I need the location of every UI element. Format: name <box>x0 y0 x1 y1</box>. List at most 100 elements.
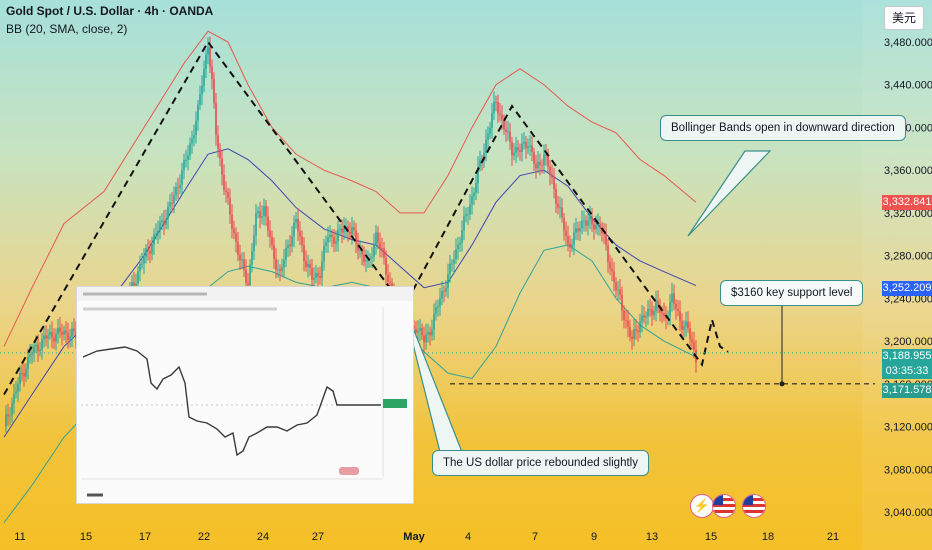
candle-body <box>305 260 307 268</box>
candle-body <box>245 269 247 283</box>
candle-body <box>685 321 687 327</box>
candle-body <box>337 229 339 242</box>
candle-body <box>661 312 663 314</box>
x-tick-label: May <box>403 531 425 543</box>
candle-body <box>603 233 605 235</box>
candle-body <box>145 248 147 257</box>
x-tick-label: 22 <box>198 531 210 543</box>
candle-body <box>575 228 577 233</box>
candle-body <box>29 354 31 358</box>
candle-body <box>67 333 69 340</box>
candle-body <box>329 234 331 238</box>
candle-body <box>587 220 589 226</box>
candle-body <box>151 244 153 254</box>
candle-body <box>209 46 211 67</box>
bb-upper-line <box>3 30 697 347</box>
candle-body <box>23 373 25 377</box>
candle-body <box>55 333 57 342</box>
candle-body <box>613 271 615 283</box>
y-tick-label: 3,280.000 <box>884 251 932 263</box>
price-axis-panel <box>862 0 932 550</box>
candle-body <box>463 216 465 231</box>
candle-body <box>379 242 381 248</box>
candle-body <box>649 309 651 311</box>
candle-body <box>217 135 219 149</box>
candle-body <box>485 139 487 153</box>
candle-body <box>149 251 151 254</box>
candle-body <box>515 147 517 153</box>
candle-body <box>69 336 71 340</box>
candle-body <box>679 310 681 322</box>
candle-body <box>683 326 685 330</box>
y-tick-label: 3,240.000 <box>884 293 932 305</box>
candle-body <box>223 175 225 191</box>
candle-body <box>431 329 433 336</box>
x-tick-label: 27 <box>312 531 324 543</box>
candle-body <box>179 184 181 189</box>
candle-body <box>441 290 443 299</box>
candle-body <box>555 188 557 204</box>
indicator-legend[interactable]: BB (20, SMA, close, 2) <box>6 22 128 36</box>
x-tick-label: 4 <box>465 531 471 543</box>
candle-body <box>599 223 601 228</box>
candle-body <box>595 225 597 230</box>
usd-index-inset-chart <box>76 286 414 504</box>
candle-body <box>479 159 481 167</box>
candle-body <box>65 330 67 334</box>
candle-body <box>155 233 157 235</box>
bollinger-callout: Bollinger Bands open in downward directi… <box>660 115 906 141</box>
candle-body <box>147 248 149 252</box>
bollinger-callout-tail <box>687 150 772 237</box>
candle-body <box>311 267 313 280</box>
candle-body <box>341 228 343 233</box>
candle-body <box>519 150 521 152</box>
candle-body <box>457 244 459 250</box>
candle-body <box>473 192 475 197</box>
candle-body <box>523 141 525 144</box>
x-tick-label: 24 <box>257 531 269 543</box>
candle-body <box>327 237 329 243</box>
candle-body <box>191 138 193 144</box>
y-tick-label: 3,440.000 <box>884 80 932 92</box>
candle-body <box>187 155 189 160</box>
candle-body <box>51 332 53 338</box>
candle-body <box>549 166 551 175</box>
candle-body <box>583 220 585 222</box>
candle-body <box>269 230 271 237</box>
candle-body <box>307 263 309 268</box>
candle-body <box>507 131 509 133</box>
candle-body <box>517 147 519 151</box>
candle-body <box>317 273 319 277</box>
candle-body <box>505 129 507 132</box>
candle-body <box>365 260 367 262</box>
candle-body <box>351 227 353 234</box>
flash-event-icon[interactable]: ⚡ <box>690 494 714 518</box>
candle-body <box>335 241 337 244</box>
y-tick-label: 3,040.000 <box>884 507 932 519</box>
candle-body <box>443 290 445 292</box>
candle-body <box>195 120 197 136</box>
candle-body <box>47 335 49 339</box>
candle-body <box>361 249 363 255</box>
candle-body <box>227 192 229 198</box>
candle-body <box>607 245 609 263</box>
candle-body <box>243 259 245 270</box>
candle-body <box>541 164 543 166</box>
candle-body <box>11 403 13 416</box>
us-flag-event-icon[interactable] <box>742 494 766 518</box>
candle-body <box>71 328 73 337</box>
candle-body <box>261 215 263 218</box>
candle-body <box>675 303 677 310</box>
us-flag-event-icon[interactable] <box>712 494 736 518</box>
candle-body <box>315 273 317 278</box>
candle-body <box>631 336 633 340</box>
candle-body <box>231 214 233 229</box>
candle-body <box>655 300 657 312</box>
currency-button[interactable]: 美元 <box>884 6 924 30</box>
candle-body <box>435 307 437 314</box>
candle-body <box>545 154 547 156</box>
candle-body <box>265 206 267 217</box>
candle-body <box>255 212 257 236</box>
candle-body <box>449 263 451 275</box>
